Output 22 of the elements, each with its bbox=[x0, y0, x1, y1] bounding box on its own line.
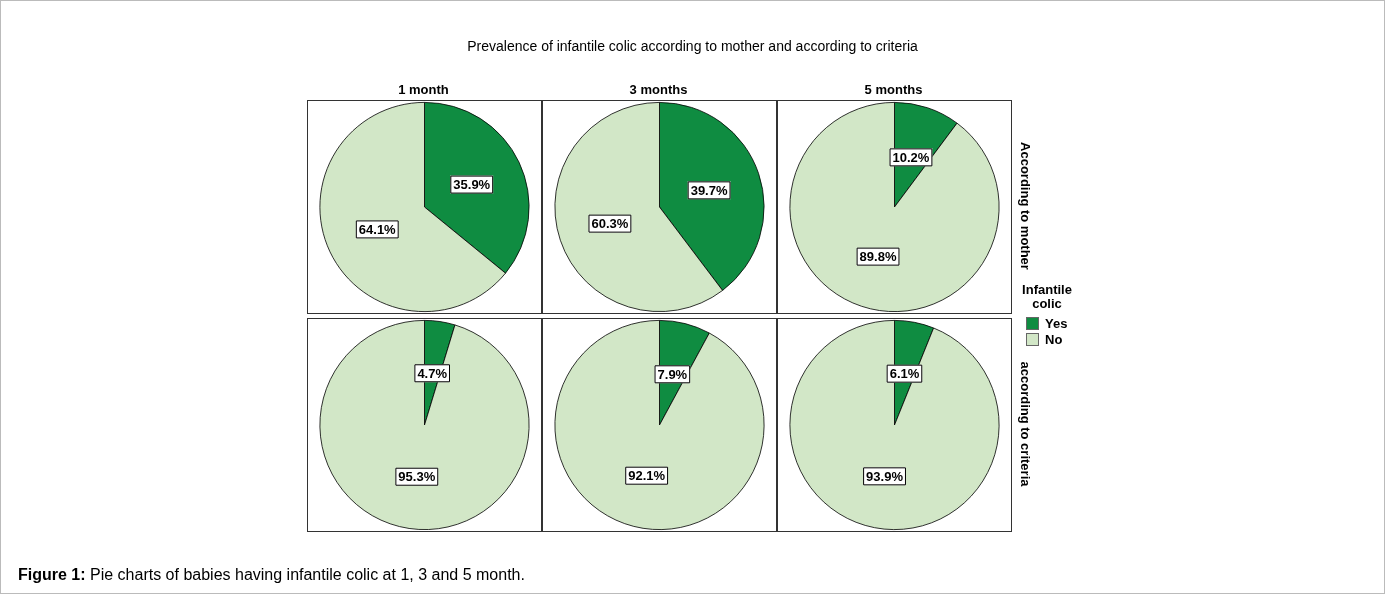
data-label: 89.8% bbox=[859, 249, 897, 265]
legend-label: Yes bbox=[1045, 315, 1068, 331]
text: Prevalence of infantile colic according to mother and according to criteria bbox=[466, 38, 919, 54]
data-label: 92.1% bbox=[628, 468, 666, 484]
data-label: 6.1% bbox=[889, 366, 920, 382]
data-label: 93.9% bbox=[866, 468, 904, 484]
text: according to criteria bbox=[1017, 360, 1033, 489]
data-label: 64.1% bbox=[358, 221, 397, 237]
data-label: 35.9% bbox=[453, 177, 491, 193]
data-label: 60.3% bbox=[591, 216, 629, 232]
chart-title: 5 months bbox=[863, 82, 924, 97]
legend-label: No bbox=[1045, 331, 1063, 347]
data-label: 4.7% bbox=[417, 365, 448, 381]
caption: Figure 1: Pie charts of babies having infantile colic at 1, 3 and 5 month. bbox=[18, 566, 525, 584]
data-label: 10.2% bbox=[892, 149, 930, 165]
chart-title: 1 month bbox=[397, 82, 450, 97]
text: According to mother bbox=[1018, 142, 1033, 270]
chart-title: 3 months bbox=[628, 82, 689, 97]
data-label: 7.9% bbox=[657, 366, 688, 382]
data-label: 39.7% bbox=[690, 182, 728, 198]
data-label: 95.3% bbox=[398, 469, 436, 485]
legend-title: Infantile colic bbox=[1021, 282, 1073, 311]
